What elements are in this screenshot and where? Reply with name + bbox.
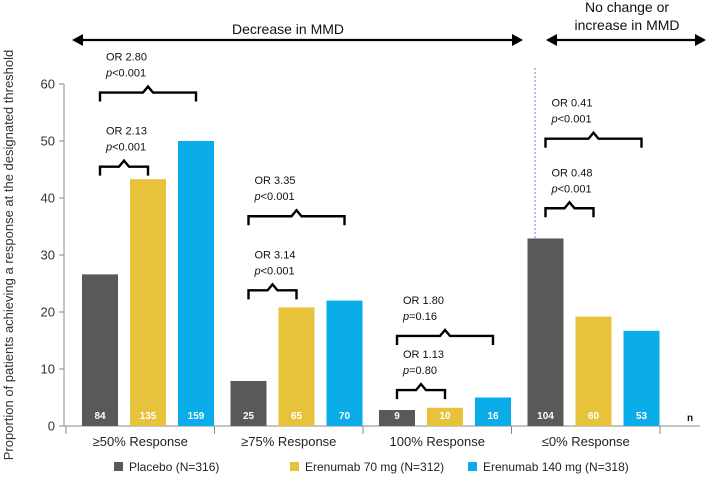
odds-ratio-label: OR 1.80 [403,295,444,307]
bar-2-cat-4 [575,316,612,426]
bar-n-label: 53 [636,411,648,422]
bar-1-cat-2 [230,380,267,426]
bar-3-cat-2 [326,300,363,426]
legend-swatch-3 [468,462,477,471]
odds-ratio-label: OR 2.80 [106,52,147,64]
decrease-header: Decrease in MMD [232,21,344,37]
bar-n-label: 159 [188,411,205,422]
bar-2-cat-3 [427,407,463,426]
x-category-label: ≤0% Response [542,434,630,449]
legend-swatch-2 [290,462,299,471]
p-symbol: p [402,311,409,323]
y-tick-label: 60 [41,77,55,92]
p-value-label: p<0.001 [105,68,146,80]
p-value-label: p<0.001 [105,142,146,154]
comparison-bracket [544,200,595,218]
p-value-label: p<0.001 [551,114,592,126]
y-tick-label: 40 [41,191,55,206]
bar-2-cat-1 [130,179,166,426]
bar-3-cat-1 [178,141,214,426]
p-symbol: p [105,68,112,80]
p-symbol: p [254,191,261,203]
bar-n-label: 16 [487,411,499,422]
y-tick-label: 20 [41,305,55,320]
comparison-bracket [247,208,346,226]
bar-n-label: 9 [394,411,400,422]
comparison-bracket [395,382,447,400]
bar-3-cat-3 [475,397,511,426]
comparison-bracket [544,130,643,148]
odds-ratio-label: OR 2.13 [106,126,147,138]
p-value-label: p<0.001 [551,183,592,195]
p-value: <0.001 [558,183,592,195]
p-value-label: p<0.001 [254,191,295,203]
p-value-label: p<0.001 [254,265,295,277]
odds-ratio-label: OR 1.13 [403,349,444,361]
comparison-bracket [98,158,150,176]
p-symbol: p [551,183,558,195]
bar-n-label: 65 [291,411,303,422]
odds-ratio-label: OR 3.14 [255,249,296,261]
comparison-bracket [98,84,198,102]
x-category-label: ≥50% Response [93,434,188,449]
p-value: <0.001 [558,114,592,126]
odds-ratio-label: OR 3.35 [255,175,296,187]
bar-n-label: 135 [140,411,157,422]
p-value-label: p=0.16 [402,311,437,323]
y-tick-label: 30 [41,248,55,263]
y-tick-label: 0 [48,419,55,434]
p-value-label: p=0.80 [402,365,437,377]
no-change-header-line1: No change or [585,0,669,15]
decrease-arrow-right-head [512,34,523,46]
p-value: =0.16 [409,311,437,323]
legend-swatch-1 [114,462,123,471]
p-value: =0.80 [409,365,437,377]
bar-1-cat-3 [379,410,415,426]
p-value: <0.001 [112,68,146,80]
no-change-arrow-right-head [695,34,706,46]
n-axis-label: n [687,413,693,424]
bar-n-label: 84 [94,411,106,422]
decrease-arrow-left-head [72,34,83,46]
comparison-bracket [395,328,495,345]
bar-n-label: 70 [339,411,351,422]
bar-1-cat-4 [527,238,564,426]
bar-n-label: 25 [243,411,255,422]
bar-2-cat-2 [278,307,315,426]
odds-ratio-label: OR 0.41 [552,98,593,110]
p-value: <0.001 [261,191,295,203]
y-tick-label: 10 [41,362,55,377]
bar-1-cat-1 [82,274,118,426]
p-symbol: p [402,365,409,377]
p-value: <0.001 [261,265,295,277]
p-symbol: p [254,265,261,277]
x-category-label: ≥75% Response [241,434,336,449]
x-category-label: 100% Response [390,434,485,449]
bar-3-cat-4 [623,330,660,426]
odds-ratio-label: OR 0.48 [552,167,593,179]
p-value: <0.001 [112,142,146,154]
no-change-header-line2: increase in MMD [574,17,679,33]
legend-label-2: Erenumab 70 mg (N=312) [305,460,444,474]
bar-n-label: 104 [537,411,554,422]
bar-n-label: 60 [588,411,600,422]
y-tick-label: 50 [41,134,55,149]
p-symbol: p [105,142,112,154]
p-symbol: p [551,114,558,126]
no-change-arrow-left-head [546,34,557,46]
legend-label-1: Placebo (N=316) [129,460,219,474]
y-axis-label: Proportion of patients achieving a respo… [1,50,16,461]
comparison-bracket [247,282,298,300]
bar-n-label: 10 [439,411,451,422]
legend-label-3: Erenumab 140 mg (N=318) [483,460,629,474]
